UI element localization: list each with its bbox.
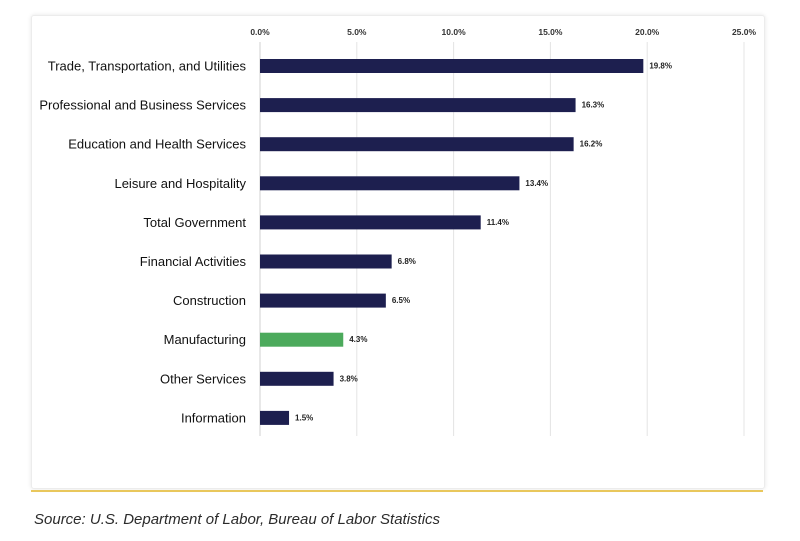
data-label: 16.3%	[582, 101, 605, 110]
data-label: 13.4%	[525, 179, 548, 188]
category-label: Leisure and Hospitality	[114, 176, 246, 191]
data-label: 6.5%	[392, 296, 410, 305]
category-label: Information	[181, 410, 246, 425]
data-label: 11.4%	[487, 218, 509, 227]
data-label: 3.8%	[340, 374, 358, 383]
data-label: 16.2%	[580, 140, 603, 149]
bar	[260, 98, 576, 113]
x-tick-label: 15.0%	[538, 27, 563, 37]
bar	[260, 59, 644, 73]
bar	[260, 176, 520, 191]
accent-divider	[31, 490, 763, 492]
bar-chart: 0.0% 5.0% 10.0% 15.0% 20.0% 25.0% Trade, Trans…	[39, 27, 757, 436]
bar	[260, 371, 334, 386]
source-note: Source: U.S. Department of Labor, Bureau…	[34, 511, 441, 528]
data-label: 4.3%	[349, 335, 367, 344]
category-label: Trade, Transportation, and Utilities	[48, 59, 247, 74]
category-label: Total Government	[143, 215, 246, 230]
bar	[260, 332, 344, 347]
x-tick-label: 10.0%	[442, 27, 467, 37]
bar	[260, 137, 574, 152]
chart-card: 0.0% 5.0% 10.0% 15.0% 20.0% 25.0% Trade, Trans…	[31, 15, 765, 489]
category-label: Education and Health Services	[68, 137, 246, 152]
category-label: Financial Activities	[140, 254, 247, 269]
bar	[260, 215, 481, 230]
category-label: Construction	[173, 293, 246, 308]
category-label: Other Services	[160, 371, 246, 386]
x-tick-label: 20.0%	[635, 27, 660, 37]
bar	[260, 254, 392, 269]
bar	[260, 293, 386, 308]
x-tick-label: 5.0%	[347, 27, 367, 37]
category-label: Professional and Business Services	[39, 98, 246, 113]
x-tick-label: 0.0%	[250, 27, 270, 37]
bar	[260, 410, 290, 425]
category-label: Manufacturing	[164, 332, 246, 347]
data-label: 1.5%	[295, 413, 313, 422]
data-label: 6.8%	[398, 257, 416, 266]
data-label: 19.8%	[649, 62, 672, 71]
x-tick-label: 25.0%	[732, 27, 757, 37]
